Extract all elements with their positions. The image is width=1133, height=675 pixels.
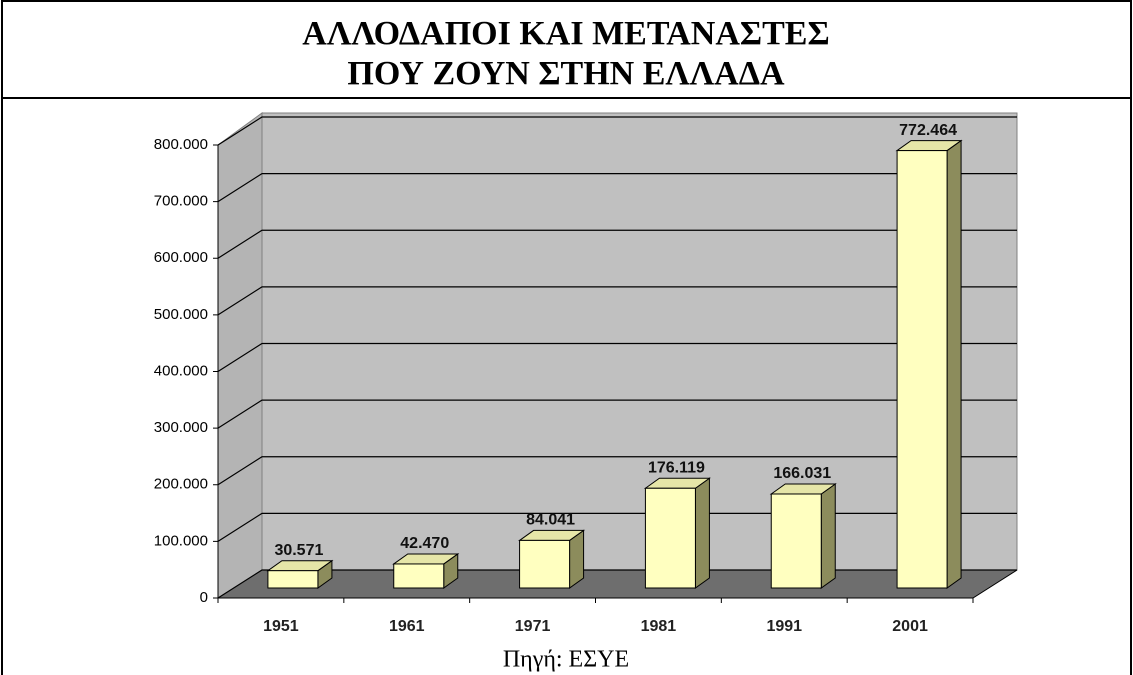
y-tick-label: 500.000 bbox=[154, 306, 208, 323]
data-label: 176.119 bbox=[648, 459, 705, 476]
bar bbox=[267, 570, 319, 589]
y-tick-label: 700.000 bbox=[154, 193, 208, 210]
grid-line bbox=[217, 342, 1017, 373]
bar bbox=[519, 539, 571, 589]
grid-line bbox=[217, 569, 1017, 599]
y-tick-label: 800.000 bbox=[154, 136, 208, 153]
bar bbox=[644, 487, 696, 589]
data-label: 166.031 bbox=[773, 465, 831, 482]
grid-line bbox=[217, 399, 1017, 429]
bar bbox=[770, 493, 822, 589]
data-label: 772.464 bbox=[899, 122, 957, 139]
x-tick-label: 2001 bbox=[892, 618, 928, 635]
side-wall bbox=[217, 112, 263, 599]
y-tick-label: 300.000 bbox=[154, 419, 208, 436]
bar bbox=[896, 150, 948, 589]
grid-line bbox=[217, 456, 1017, 486]
y-tick-label: 600.000 bbox=[154, 249, 208, 266]
x-tick-label: 1991 bbox=[766, 618, 802, 635]
bar bbox=[393, 563, 445, 589]
data-label: 30.571 bbox=[274, 542, 323, 559]
grid-line bbox=[217, 116, 1017, 146]
grid-line bbox=[217, 512, 1017, 542]
grid-line bbox=[217, 286, 1017, 316]
x-tick-label: 1971 bbox=[515, 618, 551, 635]
y-tick-label: 200.000 bbox=[154, 476, 208, 493]
y-tick-label: 400.000 bbox=[154, 362, 208, 379]
bar-side bbox=[820, 483, 836, 589]
y-tick-label: 100.000 bbox=[154, 532, 208, 549]
x-tick-label: 1961 bbox=[389, 618, 425, 635]
grid-line bbox=[217, 229, 1017, 259]
y-tick-label: 0 bbox=[200, 589, 208, 606]
data-label: 42.470 bbox=[400, 535, 449, 552]
data-label: 84.041 bbox=[526, 512, 575, 529]
chart-title: ΠΟΥ ΖΟΥΝ ΣΤΗΝ ΕΛΛΑΔΑ bbox=[347, 55, 785, 92]
source: Πηγή: ΕΣΥΕ bbox=[503, 647, 629, 673]
bar-side bbox=[694, 477, 710, 589]
grid-line bbox=[217, 173, 1017, 203]
bar-side bbox=[946, 139, 962, 589]
chart-title: ΑΛΛΟΔΑΠΟΙ ΚΑΙ ΜΕΤΑΝΑΣΤΕΣ bbox=[302, 15, 829, 52]
x-tick-label: 1951 bbox=[263, 618, 299, 635]
x-tick-label: 1981 bbox=[641, 618, 677, 635]
